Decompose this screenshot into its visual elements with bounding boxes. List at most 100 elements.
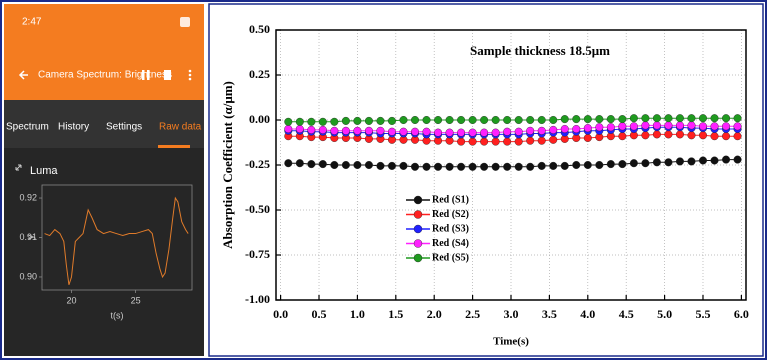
legend-marker [414, 196, 422, 204]
mini-x-tick-label: 25 [131, 295, 141, 305]
marker [296, 159, 304, 167]
marker [699, 114, 707, 122]
tab[interactable]: Spectrum [6, 122, 49, 133]
page: 2:47 Camera Spectrum: Brightness Spectru… [0, 0, 767, 360]
marker [469, 116, 477, 124]
marker [526, 127, 534, 135]
marker [480, 129, 488, 137]
marker [457, 163, 465, 171]
marker [492, 163, 500, 171]
x-tick-label: 2.5 [465, 307, 480, 321]
marker [653, 114, 661, 122]
marker [538, 116, 546, 124]
marker [423, 163, 431, 171]
marker [319, 126, 327, 134]
marker [342, 127, 350, 135]
x-tick-label: 0.5 [312, 307, 327, 321]
marker [665, 122, 673, 130]
tab[interactable]: Settings [106, 122, 142, 133]
mini-x-tick-label: 20 [66, 295, 76, 305]
marker [711, 123, 719, 131]
marker [296, 118, 304, 126]
marker [688, 122, 696, 130]
marker [515, 116, 523, 124]
marker [642, 122, 650, 130]
marker [538, 127, 546, 135]
marker [457, 138, 465, 146]
x-tick-label: 4.5 [619, 307, 634, 321]
marker [296, 125, 304, 133]
marker [630, 123, 638, 131]
marker [619, 115, 627, 123]
marker [457, 129, 465, 137]
marker [607, 160, 615, 168]
marker [584, 115, 592, 123]
mini-y-tick-label: 0.90 [19, 271, 37, 281]
tab-active[interactable]: Raw data [159, 122, 202, 133]
marker [365, 127, 373, 135]
marker [619, 123, 627, 131]
legend-marker [414, 211, 422, 219]
marker [492, 138, 500, 146]
marker [630, 159, 638, 167]
marker [665, 159, 673, 167]
marker [734, 156, 742, 164]
menu-dot [189, 78, 192, 81]
marker [572, 161, 580, 169]
menu-icon[interactable] [189, 70, 192, 73]
marker [515, 163, 523, 171]
marker [377, 127, 385, 135]
marker [642, 114, 650, 122]
marker [284, 159, 292, 167]
pause-icon-bar [147, 70, 150, 80]
marker [342, 117, 350, 125]
marker [331, 127, 339, 135]
marker [503, 128, 511, 136]
marker [561, 115, 569, 123]
marker [549, 162, 557, 170]
marker [319, 118, 327, 126]
marker [676, 158, 684, 166]
marker [342, 161, 350, 169]
marker [480, 116, 488, 124]
marker [503, 138, 511, 146]
marker [377, 117, 385, 125]
marker [388, 117, 396, 125]
marker [492, 129, 500, 137]
marker [515, 138, 523, 146]
marker [584, 161, 592, 169]
y-tick-label: 0.00 [249, 112, 270, 126]
marker [515, 128, 523, 136]
marker [319, 160, 327, 168]
marker [653, 131, 661, 139]
marker [596, 123, 604, 131]
marker [526, 116, 534, 124]
marker [526, 137, 534, 145]
tab[interactable]: History [58, 122, 89, 133]
marker [503, 163, 511, 171]
x-tick-label: 5.5 [695, 307, 710, 321]
marker [734, 132, 742, 140]
marker [308, 160, 316, 168]
marker [411, 128, 419, 136]
marker [722, 132, 730, 140]
pause-icon[interactable] [142, 70, 145, 80]
marker [676, 122, 684, 130]
marker [492, 116, 500, 124]
marker [423, 116, 431, 124]
marker [688, 132, 696, 140]
marker [711, 157, 719, 165]
legend-label: Red (S2) [432, 209, 469, 220]
marker [665, 131, 673, 139]
marker [584, 124, 592, 132]
delete-icon[interactable] [164, 70, 171, 80]
marker [699, 123, 707, 131]
marker [400, 128, 408, 136]
marker [572, 115, 580, 123]
marker [388, 162, 396, 170]
x-tick-label: 3.0 [504, 307, 519, 321]
marker [653, 159, 661, 167]
marker [446, 116, 454, 124]
y-tick-label: 0.25 [249, 67, 270, 81]
marker [538, 162, 546, 170]
